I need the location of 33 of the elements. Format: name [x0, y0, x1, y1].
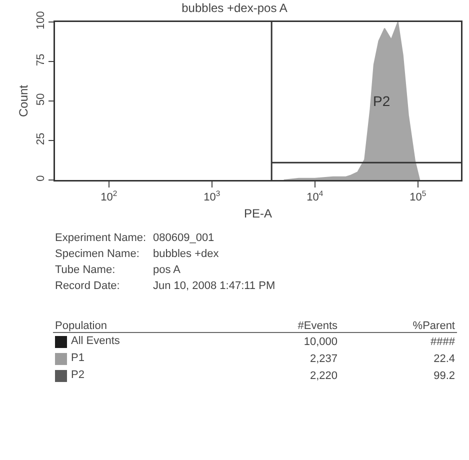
text: Jun 10, 2008 1:47:11 PM	[153, 280, 276, 294]
text: Record Date:	[55, 280, 121, 294]
text: P1	[71, 352, 84, 364]
text: 10,000	[304, 336, 338, 348]
y-tick-label: 100	[35, 11, 48, 30]
ref-line-label: P2	[373, 93, 390, 109]
text: #Events	[298, 320, 338, 332]
y-tick-label: 75	[35, 54, 48, 66]
chart-title: bubbles +dex-pos A	[182, 0, 288, 15]
text: Tube Name:	[55, 264, 116, 278]
text: bubbles +dex	[153, 248, 219, 262]
text: Population	[55, 320, 107, 332]
text: P2	[71, 369, 84, 382]
text: 2,220	[310, 370, 338, 382]
y-axis-title: Count	[16, 84, 31, 118]
text: Experiment Name:	[55, 232, 148, 246]
x-tick-label: 10$^{2}$	[100, 189, 118, 204]
text: 2,237	[310, 352, 338, 364]
y-tick-label: 0	[35, 175, 48, 182]
text: ####	[430, 336, 455, 348]
text: Specimen Name:	[55, 248, 140, 262]
text: 22.4	[434, 352, 455, 364]
x-axis-title: PE-A	[244, 206, 272, 220]
x-tick-label: 10$^{5}$	[410, 189, 426, 204]
x-tick-label: 10$^{3}$	[204, 189, 220, 204]
text: All Events	[71, 335, 120, 348]
text: 99.2	[434, 370, 455, 382]
text: pos A	[153, 264, 181, 278]
y-tick-label: 50	[35, 93, 48, 106]
x-tick-label: 10$^{4}$	[306, 189, 324, 204]
y-tick-label: 25	[35, 132, 48, 145]
text: %Parent	[412, 320, 455, 332]
text: 080609_001	[153, 232, 214, 246]
